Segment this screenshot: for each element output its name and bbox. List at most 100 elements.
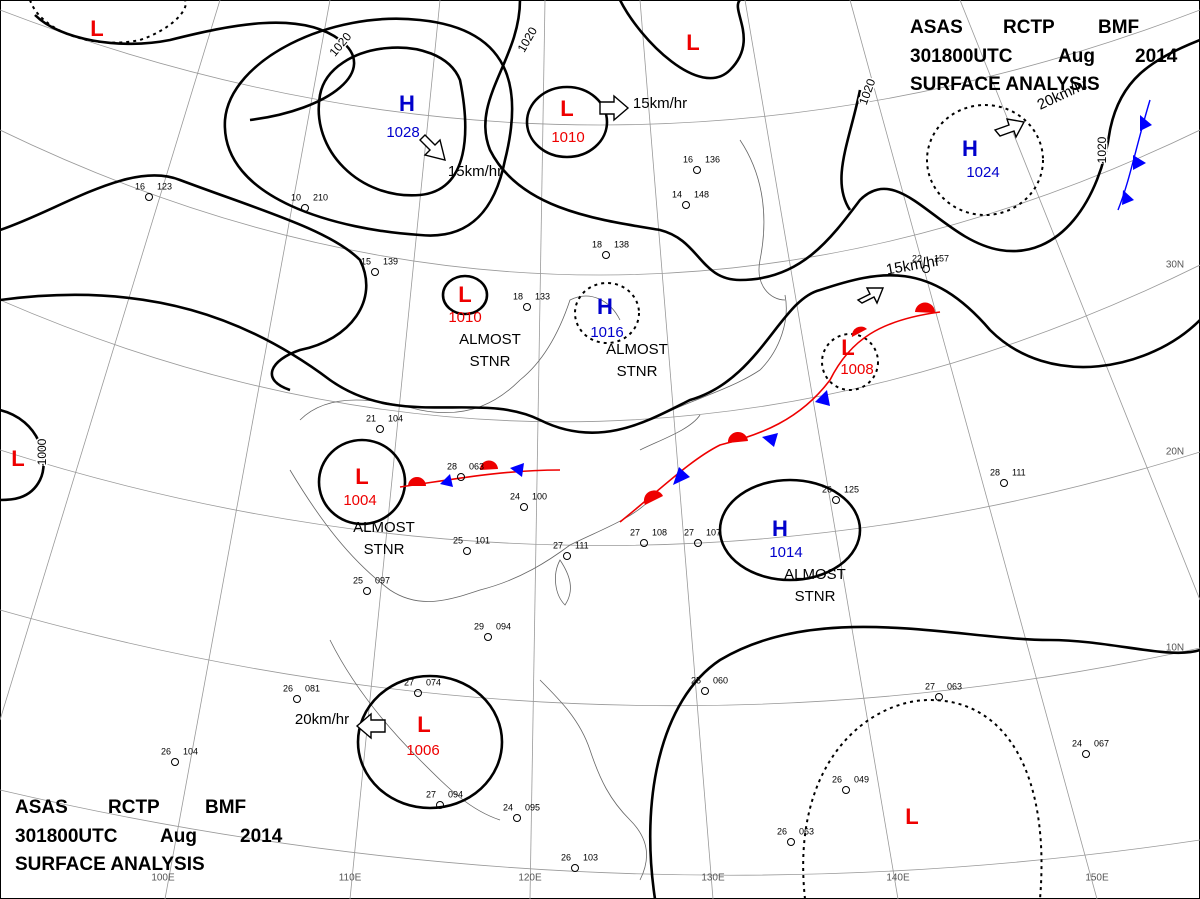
station-temperature: 14: [672, 189, 682, 199]
station-pressure: 104: [183, 746, 198, 756]
grid-label: 30N: [1166, 260, 1184, 271]
station-pressure: 063: [947, 681, 962, 691]
station-temperature: 21: [366, 413, 376, 423]
header-text: Aug: [1058, 46, 1095, 67]
station-pressure: 123: [157, 181, 172, 191]
station-pressure: 100: [532, 491, 547, 501]
station-symbol: [145, 193, 153, 201]
station-temperature: 26: [561, 852, 571, 862]
system-pressure: 1010: [551, 129, 584, 146]
station-pressure: 094: [496, 621, 511, 631]
station-pressure: 111: [575, 540, 589, 550]
system-pressure: 1016: [590, 324, 623, 341]
station-symbol: [922, 265, 930, 273]
station-symbol: [1000, 479, 1008, 487]
station-symbol: [376, 425, 384, 433]
station-pressure: 138: [614, 239, 629, 249]
station-symbol: [693, 166, 701, 174]
station-symbol: [171, 758, 179, 766]
system-pressure: 1004: [343, 492, 376, 509]
station-symbol: [484, 633, 492, 641]
note-text: STNR: [364, 541, 405, 558]
station-symbol: [1082, 750, 1090, 758]
station-pressure: 139: [383, 256, 398, 266]
station-pressure: 148: [694, 189, 709, 199]
station-temperature: 24: [1072, 738, 1082, 748]
station-symbol: [523, 303, 531, 311]
system-symbol: L: [560, 96, 573, 121]
station-temperature: 27: [925, 681, 935, 691]
station-temperature: 26: [822, 484, 832, 494]
note-text: STNR: [795, 588, 836, 605]
station-pressure: 157: [934, 253, 949, 263]
station-symbol: [293, 695, 301, 703]
isobar-label: 1020: [1095, 136, 1109, 163]
grid-label: 10N: [1166, 643, 1184, 654]
station-symbol: [832, 496, 840, 504]
station-temperature: 16: [135, 181, 145, 191]
station-symbol: [436, 801, 444, 809]
grid-label: 110E: [339, 873, 362, 884]
station-temperature: 24: [510, 491, 520, 501]
header-text: ASAS: [910, 17, 963, 38]
note-text: STNR: [470, 353, 511, 370]
station-pressure: 074: [426, 677, 441, 687]
station-symbol: [842, 786, 850, 794]
header-text: RCTP: [1003, 17, 1055, 38]
station-symbol: [363, 587, 371, 595]
system-symbol: H: [772, 516, 788, 541]
system-symbol: L: [90, 16, 103, 41]
header-text: 2014: [1135, 46, 1178, 67]
station-pressure: 136: [705, 154, 720, 164]
station-symbol: [371, 268, 379, 276]
header-text: 2014: [240, 826, 283, 847]
station-symbol: [694, 539, 702, 547]
station-temperature: 27: [404, 677, 414, 687]
station-pressure: 094: [448, 789, 463, 799]
station-temperature: 27: [553, 540, 563, 550]
station-pressure: 108: [652, 527, 667, 537]
note-text: ALMOST: [784, 566, 846, 583]
station-temperature: 27: [630, 527, 640, 537]
header-text: 301800UTC: [910, 46, 1013, 67]
system-symbol: H: [399, 91, 415, 116]
note-text: STNR: [617, 363, 658, 380]
station-temperature: 18: [513, 291, 523, 301]
system-symbol: H: [597, 294, 613, 319]
station-symbol: [457, 473, 465, 481]
system-symbol: L: [458, 282, 471, 307]
station-temperature: 28: [990, 467, 1000, 477]
station-pressure: 097: [375, 575, 390, 585]
note-text: ALMOST: [459, 331, 521, 348]
system-symbol: L: [417, 712, 430, 737]
coastlines: [289, 139, 787, 881]
station-pressure: 111: [1012, 467, 1026, 477]
grid-label: 20N: [1166, 447, 1184, 458]
station-temperature: 25: [453, 535, 463, 545]
station-symbol: [463, 547, 471, 555]
grid-label: 100E: [151, 873, 175, 884]
station-temperature: 10: [291, 192, 301, 202]
station-pressure: 133: [535, 291, 550, 301]
header-text: 301800UTC: [15, 826, 118, 847]
motion-label: 15km/hr: [448, 163, 502, 180]
station-symbol: [301, 204, 309, 212]
station-temperature: 26: [161, 746, 171, 756]
station-temperature: 25: [353, 575, 363, 585]
station-symbol: [787, 838, 795, 846]
station-symbol: [513, 814, 521, 822]
grid-label: 150E: [1085, 873, 1109, 884]
station-symbol: [520, 503, 528, 511]
station-pressure: 103: [583, 852, 598, 862]
station-pressure: 060: [713, 675, 728, 685]
header-text: ASAS: [15, 797, 68, 818]
station-symbol: [414, 689, 422, 697]
system-symbol: L: [686, 30, 699, 55]
station-symbol: [571, 864, 579, 872]
system-symbol: L: [841, 335, 854, 360]
station-symbol: [701, 687, 709, 695]
fronts: [399, 99, 1152, 523]
station-temperature: 27: [684, 527, 694, 537]
